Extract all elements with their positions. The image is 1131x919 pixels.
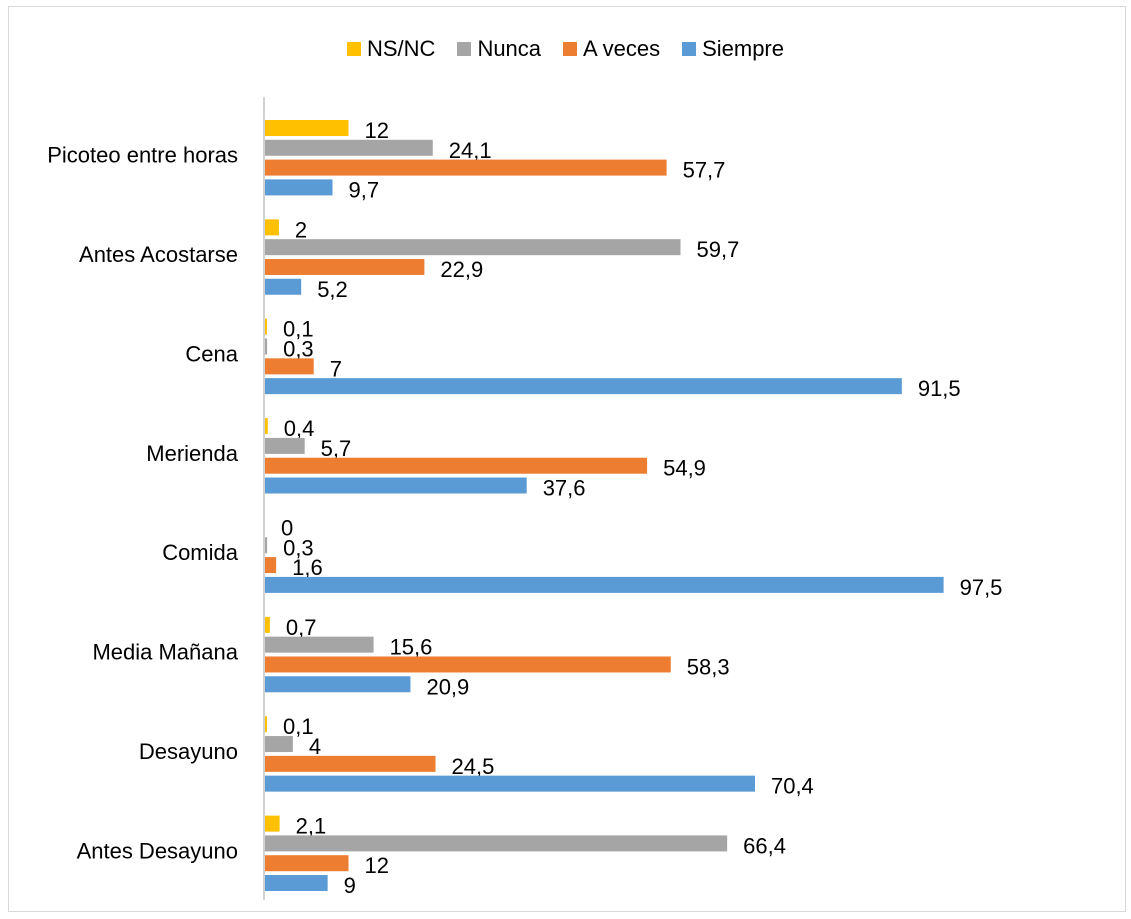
data-label: 70,4 bbox=[771, 774, 814, 799]
legend-label: A veces bbox=[583, 36, 661, 61]
bar-siempre bbox=[265, 576, 944, 593]
bar-a-veces bbox=[265, 557, 277, 574]
bar-nunca bbox=[265, 338, 268, 355]
legend-swatch bbox=[346, 42, 361, 56]
data-label: 5,2 bbox=[317, 277, 348, 302]
legend-item-ns-nc: NS/NC bbox=[346, 36, 436, 62]
data-label: 57,7 bbox=[683, 158, 726, 183]
legend-swatch bbox=[563, 42, 578, 56]
bar-siempre bbox=[265, 378, 902, 395]
legend-item-a-veces: A veces bbox=[563, 36, 660, 62]
bar-a-veces bbox=[265, 656, 671, 673]
data-label: 9,7 bbox=[349, 177, 380, 202]
data-label: 20,9 bbox=[426, 674, 469, 699]
data-label: 91,5 bbox=[918, 376, 961, 401]
data-label: 0,3 bbox=[283, 535, 314, 560]
bar-nunca bbox=[265, 139, 433, 156]
data-label: 59,7 bbox=[697, 237, 740, 262]
legend-label: NS/NC bbox=[366, 36, 436, 61]
category-label: Antes Acostarse bbox=[79, 242, 238, 267]
data-label: 54,9 bbox=[663, 456, 706, 481]
bar-a-veces bbox=[265, 755, 436, 772]
bar-ns-nc bbox=[265, 616, 270, 633]
bar-nunca bbox=[265, 537, 268, 554]
data-label: 12 bbox=[365, 853, 389, 878]
legend-swatch bbox=[682, 42, 697, 56]
data-label: 66,4 bbox=[743, 833, 786, 858]
data-label: 58,3 bbox=[687, 654, 730, 679]
data-label: 4 bbox=[309, 734, 321, 759]
bar-ns-nc bbox=[265, 716, 267, 733]
bar-ns-nc bbox=[265, 418, 268, 435]
data-label: 7 bbox=[330, 356, 342, 381]
data-label: 2 bbox=[295, 217, 307, 242]
data-label: 37,6 bbox=[543, 476, 586, 501]
legend-item-nunca: Nunca bbox=[457, 36, 541, 62]
bar-ns-nc bbox=[265, 219, 279, 236]
data-label: 22,9 bbox=[440, 257, 483, 282]
category-label: Desayuno bbox=[139, 739, 238, 764]
data-label: 1,6 bbox=[292, 555, 323, 580]
data-label: 0,1 bbox=[283, 317, 314, 342]
data-label: 0,7 bbox=[286, 615, 317, 640]
bar-ns-nc bbox=[265, 815, 280, 832]
bar-siempre bbox=[265, 775, 755, 792]
bar-siempre bbox=[265, 179, 333, 196]
bar-siempre bbox=[265, 676, 411, 693]
legend: NS/NC Nunca A veces Siempre bbox=[0, 36, 1131, 62]
bar-nunca bbox=[265, 239, 681, 256]
bar-ns-nc bbox=[265, 119, 349, 136]
bar-a-veces bbox=[265, 457, 648, 474]
data-label: 5,7 bbox=[321, 436, 352, 461]
category-label: Merienda bbox=[146, 441, 238, 466]
data-label: 24,1 bbox=[449, 138, 492, 163]
category-label: Antes Desayuno bbox=[77, 838, 238, 863]
bar-siempre bbox=[265, 875, 328, 892]
data-label: 15,6 bbox=[390, 635, 433, 660]
category-label: Comida bbox=[162, 540, 239, 565]
data-label: 97,5 bbox=[960, 575, 1003, 600]
bar-a-veces bbox=[265, 855, 349, 872]
data-label: 9 bbox=[344, 873, 356, 898]
bar-siempre bbox=[265, 477, 527, 494]
data-label: 24,5 bbox=[452, 754, 495, 779]
bar-nunca bbox=[265, 736, 293, 753]
category-label: Media Mañana bbox=[92, 640, 238, 665]
data-label: 0 bbox=[281, 515, 293, 540]
category-label: Picoteo entre horas bbox=[47, 143, 238, 168]
legend-item-siempre: Siempre bbox=[682, 36, 784, 62]
data-label: 12 bbox=[365, 118, 389, 143]
data-label: 0,4 bbox=[284, 416, 315, 441]
legend-label: Siempre bbox=[702, 36, 784, 61]
bar-a-veces bbox=[265, 159, 667, 176]
legend-label: Nunca bbox=[477, 36, 542, 61]
bar-nunca bbox=[265, 636, 374, 653]
data-label: 0,3 bbox=[283, 337, 314, 362]
data-label: 0,1 bbox=[283, 714, 314, 739]
bar-a-veces bbox=[265, 258, 425, 275]
bar-siempre bbox=[265, 278, 302, 295]
bar-ns-nc bbox=[265, 318, 267, 335]
bar-nunca bbox=[265, 437, 305, 454]
data-label: 2,1 bbox=[296, 814, 327, 839]
category-label: Cena bbox=[185, 341, 238, 366]
bar-nunca bbox=[265, 835, 728, 852]
legend-swatch bbox=[457, 42, 472, 56]
bar-a-veces bbox=[265, 358, 314, 375]
